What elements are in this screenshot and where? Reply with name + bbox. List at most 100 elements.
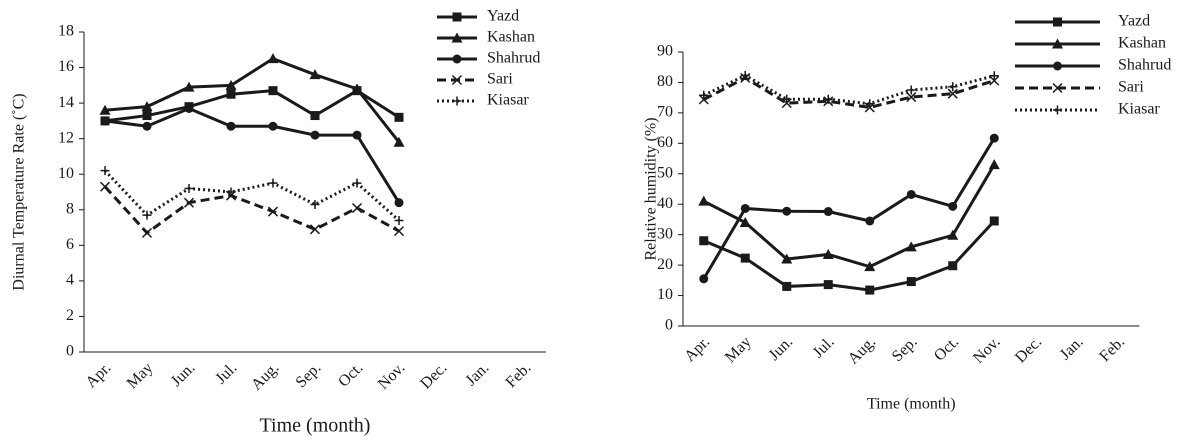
marker xyxy=(906,85,916,95)
legend-marker xyxy=(1052,38,1063,49)
marker xyxy=(310,199,320,209)
marker xyxy=(267,53,279,64)
marker xyxy=(740,253,750,263)
marker xyxy=(782,281,792,291)
marker xyxy=(309,69,321,80)
legend-marker xyxy=(451,74,463,86)
x-tick-label: Dec. xyxy=(1012,333,1045,366)
legend-marker xyxy=(452,12,462,22)
x-tick-label: Oct. xyxy=(931,333,962,364)
x-tick-label: May xyxy=(124,359,157,392)
y-tick-label: 90 xyxy=(657,43,673,60)
marker xyxy=(183,81,195,92)
marker xyxy=(268,86,278,96)
legend-marker xyxy=(452,54,462,64)
legend-label: Kiasar xyxy=(487,92,529,109)
marker xyxy=(739,216,751,227)
x-tick-label: Feb. xyxy=(503,359,535,391)
x-tick-label: Jun. xyxy=(766,333,797,364)
legend-label: Kashan xyxy=(487,29,535,46)
marker xyxy=(142,121,152,131)
marker xyxy=(822,248,834,259)
marker xyxy=(740,70,750,80)
marker xyxy=(947,88,958,99)
marker xyxy=(865,216,875,226)
marker xyxy=(183,197,195,208)
marker xyxy=(226,89,236,99)
marker xyxy=(352,178,362,188)
marker xyxy=(699,90,709,100)
y-tick-label: 2 xyxy=(66,307,74,324)
legend-marker xyxy=(1053,17,1062,27)
x-tick-label: Jul. xyxy=(810,333,838,361)
marker xyxy=(351,202,363,214)
marker xyxy=(225,79,237,90)
marker xyxy=(184,103,194,113)
marker xyxy=(865,285,875,295)
legend-label: Kashan xyxy=(1118,35,1166,52)
y-axis-title: Relative humidity (%) xyxy=(643,117,660,260)
y-tick-label: 8 xyxy=(66,200,74,217)
marker xyxy=(782,94,792,104)
marker xyxy=(142,210,152,220)
legend-label: Yazd xyxy=(487,8,519,25)
marker xyxy=(226,187,236,197)
marker xyxy=(988,159,1000,170)
marker xyxy=(267,206,279,217)
marker xyxy=(699,274,709,284)
x-tick-label: Jan. xyxy=(462,359,492,389)
x-tick-label: Nov. xyxy=(375,359,409,393)
marker xyxy=(906,277,916,287)
marker xyxy=(99,181,111,192)
marker xyxy=(394,198,404,208)
x-tick-label: Sep. xyxy=(889,333,921,365)
marker xyxy=(948,201,958,211)
marker xyxy=(310,111,320,121)
marker xyxy=(351,83,363,94)
x-axis-title: Time (month) xyxy=(260,415,371,437)
marker xyxy=(865,99,875,109)
marker xyxy=(100,166,110,176)
y-tick-label: 18 xyxy=(58,23,74,40)
y-tick-label: 30 xyxy=(657,225,673,242)
marker xyxy=(394,112,404,122)
marker xyxy=(782,206,792,216)
marker xyxy=(906,92,917,103)
marker xyxy=(184,183,194,193)
series-line xyxy=(702,137,996,280)
x-tick-label: Nov. xyxy=(970,333,1004,367)
x-tick-label: Sep. xyxy=(293,359,325,391)
marker xyxy=(268,121,278,131)
y-tick-label: 10 xyxy=(58,165,74,182)
marker xyxy=(310,130,320,140)
marker xyxy=(989,71,999,81)
marker xyxy=(141,227,153,238)
marker xyxy=(394,215,404,225)
legend-marker xyxy=(1053,61,1062,71)
marker xyxy=(823,280,833,290)
legend-marker xyxy=(1053,105,1062,115)
series-line xyxy=(103,185,400,235)
y-tick-label: 50 xyxy=(657,164,673,181)
y-axis-title: Diurnal Temperature Rate (˚C) xyxy=(11,93,28,290)
x-tick-label: Aug. xyxy=(845,333,879,367)
marker xyxy=(989,216,999,226)
legend-label: Kiasar xyxy=(1118,101,1160,118)
marker xyxy=(864,261,876,272)
marker xyxy=(698,195,710,206)
marker xyxy=(142,111,152,121)
y-tick-label: 10 xyxy=(657,286,673,303)
marker xyxy=(393,226,405,237)
series-line xyxy=(103,169,400,222)
series-line xyxy=(703,219,996,292)
legend-label: Shahrud xyxy=(1118,57,1171,74)
marker xyxy=(309,224,321,235)
x-axis-title: Time (month) xyxy=(867,396,956,413)
y-tick-label: 14 xyxy=(58,94,74,111)
marker xyxy=(100,116,110,126)
y-tick-label: 12 xyxy=(58,129,74,146)
series-line xyxy=(703,163,996,269)
marker xyxy=(740,203,750,213)
x-tick-label: Jul. xyxy=(212,359,240,387)
series-line xyxy=(703,73,995,106)
